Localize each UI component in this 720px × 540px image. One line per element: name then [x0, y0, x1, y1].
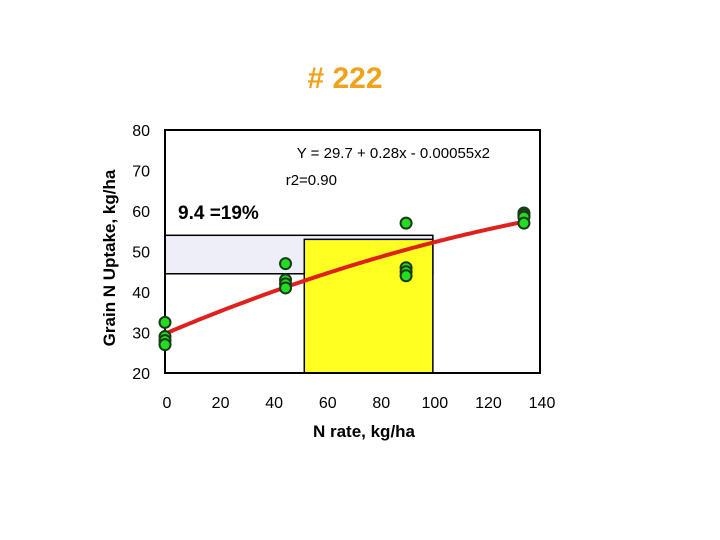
fit-equation: Y = 29.7 + 0.28x - 0.00055x2: [297, 145, 490, 162]
shaded-regions: [164, 234, 434, 374]
x-tick-label: 20: [212, 395, 230, 412]
data-point: [399, 216, 413, 230]
y-tick-label: 70: [132, 164, 150, 181]
data-point: [158, 338, 172, 352]
x-tick-label: 120: [475, 395, 502, 412]
r-squared-label: r2=0.90: [286, 172, 337, 189]
chart-title: # 222: [307, 62, 383, 95]
x-tick-label: 80: [372, 395, 390, 412]
y-axis-label: Grain N Uptake, kg/ha: [100, 169, 119, 346]
x-axis-label: N rate, kg/ha: [313, 422, 416, 441]
y-axis-ticks: 20 30 40 50 60 70 80: [132, 123, 150, 383]
y-tick-label: 20: [132, 366, 150, 383]
x-tick-label: 60: [319, 395, 337, 412]
data-point: [279, 257, 293, 271]
y-tick-label: 40: [132, 285, 150, 302]
fit-curve: [164, 219, 528, 336]
plot-area: [164, 129, 541, 374]
x-axis-ticks: 0 20 40 60 80 100 120 140: [163, 395, 556, 412]
annotation-label: 9.4 =19%: [178, 203, 259, 224]
data-point: [517, 216, 531, 230]
x-tick-label: 100: [422, 395, 449, 412]
y-tick-label: 50: [132, 245, 150, 262]
x-tick-label: 40: [265, 395, 283, 412]
y-tick-label: 30: [132, 326, 150, 343]
y-tick-label: 60: [132, 204, 150, 221]
y-tick-label: 80: [132, 123, 150, 140]
data-point: [279, 281, 293, 295]
x-tick-label: 0: [163, 395, 172, 412]
data-point: [158, 315, 172, 329]
data-point: [399, 269, 413, 283]
data-points: [158, 206, 531, 352]
x-tick-label: 140: [529, 395, 556, 412]
